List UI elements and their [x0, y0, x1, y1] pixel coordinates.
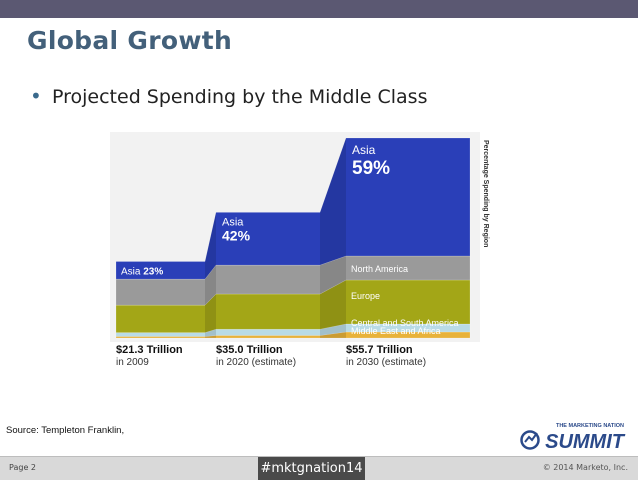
footer-bar: Page 2 #mktgnation14 © 2014 Marketo, Inc…: [0, 456, 638, 480]
period-year-1: in 2009: [116, 357, 149, 368]
bullet-text: Projected Spending by the Middle Class: [52, 86, 428, 108]
marketing-nation-summit-logo: THE MARKETING NATION SUMMIT: [520, 423, 626, 453]
label-north-america: North America: [351, 264, 408, 274]
vertical-axis-label: Percentage Spending by Region: [482, 140, 489, 247]
asia-label-1: Asia 23%: [121, 267, 163, 278]
slide-title: Global Growth: [27, 26, 233, 55]
logo-arrow-icon: [524, 432, 538, 443]
bullet-dot-icon: •: [30, 84, 42, 108]
logo-line1: THE MARKETING NATION: [556, 423, 624, 429]
logo-line2: SUMMIT: [545, 431, 626, 453]
hashtag-badge: #mktgnation14: [258, 457, 365, 480]
label-europe: Europe: [351, 291, 380, 301]
asia-label-pct-2: 42%: [222, 227, 251, 243]
transition-shade-2: [320, 138, 346, 338]
logo-ring-icon: [520, 430, 540, 450]
period-year-2: in 2020 (estimate): [216, 357, 296, 368]
period-total-1: $21.3 Trillion: [116, 344, 183, 356]
period-total-3: $55.7 Trillion: [346, 344, 413, 356]
asia-label-name-2: Asia: [222, 216, 244, 228]
top-bar: [0, 0, 638, 18]
band-asia: [115, 137, 471, 280]
page-number: Page 2: [9, 463, 36, 472]
source-note: Source: Templeton Franklin,: [6, 425, 125, 436]
bullet-item: • Projected Spending by the Middle Class: [30, 84, 427, 108]
label-central-south-america: Central and South America: [351, 318, 459, 328]
period-year-3: in 2030 (estimate): [346, 357, 426, 368]
period-total-2: $35.0 Trillion: [216, 344, 283, 356]
copyright-text: © 2014 Marketo, Inc.: [542, 463, 628, 472]
asia-label-name-3: Asia: [352, 143, 376, 157]
label-middle-east-africa: Middle East and Africa: [351, 326, 441, 336]
transition-shade-1: [205, 212, 216, 338]
asia-label-pct-3: 59%: [352, 158, 390, 179]
